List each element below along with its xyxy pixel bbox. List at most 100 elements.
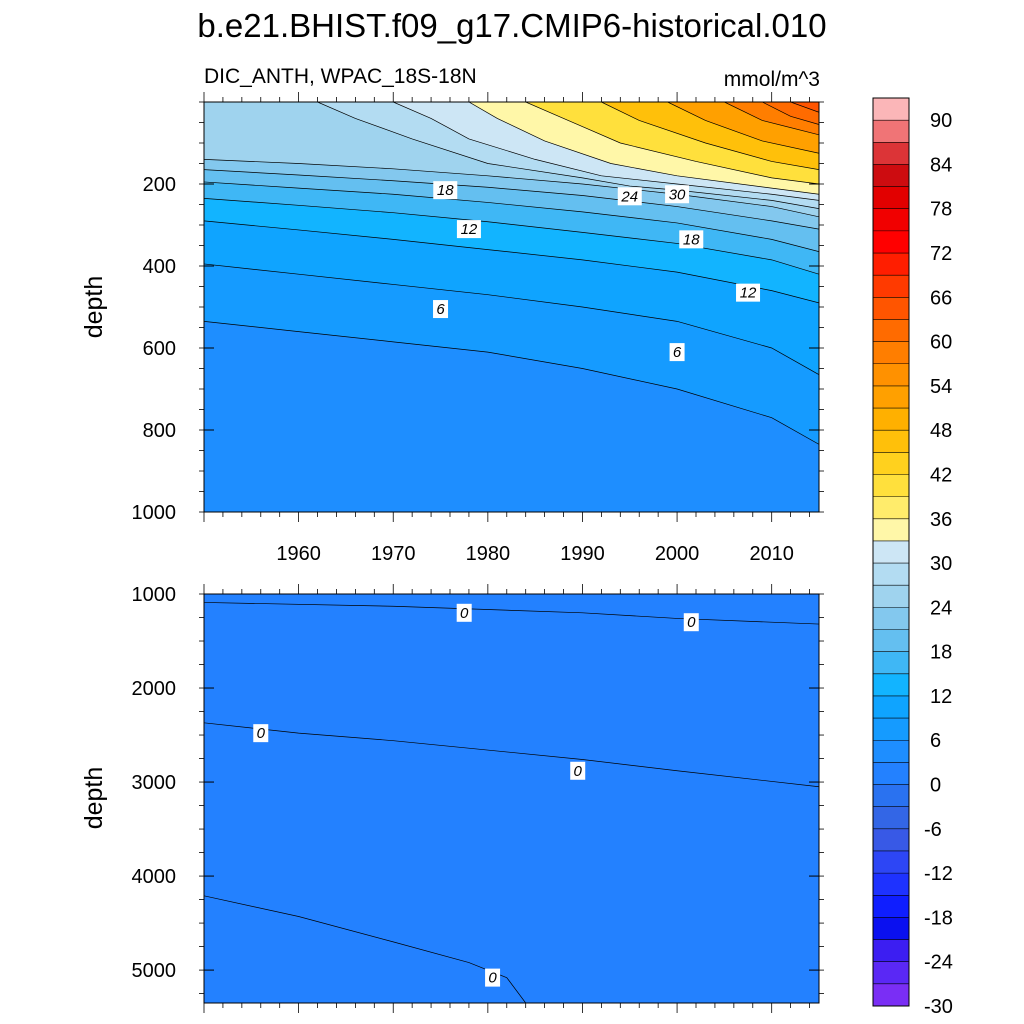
colorbar-swatch: [873, 297, 909, 320]
contour-label: 12: [461, 221, 478, 238]
contour-label: 6: [673, 344, 682, 361]
figure-title: b.e21.BHIST.f09_g17.CMIP6-historical.010: [197, 7, 826, 44]
contour-label: 6: [436, 301, 445, 318]
upper-axis-ticks: 200 400 600 800 1000 1960 1970 1980 1990 2000 2010: [132, 92, 824, 565]
contour-label-bg: [456, 220, 481, 239]
contour-label-bg: [683, 613, 699, 632]
contour-label-bg: [669, 343, 685, 362]
contour-label-bg: [736, 283, 761, 302]
variable-subtitle: DIC_ANTH, WPAC_18S-18N: [204, 65, 477, 88]
x-tick-label: 1980: [466, 543, 511, 565]
colorbar-label: 24: [930, 597, 952, 619]
colorbar-swatch: [873, 208, 909, 232]
contour-line-0-2: [204, 895, 526, 1003]
colorbar-swatch: [873, 563, 909, 586]
y-tick-label: 800: [143, 420, 176, 442]
upper-contour-lines: [204, 102, 819, 512]
colorbar-label: -12: [924, 863, 953, 885]
x-tick-label: 2000: [655, 543, 700, 565]
colorbar-swatch: [873, 939, 909, 963]
colorbar-label: 48: [930, 420, 952, 442]
colorbar-swatch: [873, 253, 909, 276]
colorbar-label: 66: [930, 287, 952, 309]
y-tick-label: 1000: [132, 502, 177, 524]
colorbar-label: 54: [930, 376, 952, 398]
colorbar-label: 36: [930, 509, 952, 531]
contour-fill-negative: [204, 895, 526, 1003]
contour-line-21: [204, 159, 819, 218]
contour-label: 12: [740, 285, 757, 302]
x-tick-label: 1990: [560, 543, 605, 565]
colorbar-label: 12: [930, 686, 952, 708]
upper-panel: 18 24 30 12 18 12 6 6 200 400 600 800 1000 1960 1970 1…: [80, 92, 824, 565]
colorbar-label: -30: [924, 996, 953, 1018]
contour-label: 24: [620, 188, 638, 205]
contour-label-bg: [433, 181, 458, 200]
colorbar-swatch: [873, 873, 909, 896]
contour-label-bg: [679, 230, 704, 249]
contour-label: 0: [460, 605, 469, 622]
contour-label: 30: [669, 186, 686, 203]
lower-y-axis-label: depth: [80, 767, 108, 830]
x-tick-label: 2010: [749, 543, 794, 565]
colorbar-swatch: [873, 363, 909, 387]
colorbar-label: -18: [924, 907, 953, 929]
colorbar-swatch: [873, 673, 909, 697]
colorbar-label: 42: [930, 464, 952, 486]
contour-line-0-1: [204, 722, 819, 788]
y-tick-label: 4000: [132, 866, 177, 888]
contour-label-bg: [433, 300, 449, 319]
y-tick-label: 3000: [132, 772, 177, 794]
contour-line-36: [525, 102, 819, 185]
colorbar-swatch: [873, 718, 909, 741]
colorbar-swatch: [873, 275, 909, 298]
colorbar-label: -24: [924, 952, 953, 974]
colorbar: 908478726660544842363024181260-6-12-18-2…: [872, 97, 953, 1018]
contour-line-27: [393, 102, 819, 201]
contour-label: 18: [437, 182, 454, 199]
colorbar-label: -6: [924, 819, 942, 841]
colorbar-label: 78: [930, 199, 952, 221]
y-tick-label: 600: [143, 338, 176, 360]
contour-label: 0: [488, 970, 497, 987]
colorbar-swatch: [873, 585, 909, 608]
contour-line-12: [204, 198, 819, 275]
lower-contour-labels: 0 0 0 0 0: [253, 603, 699, 987]
colorbar-swatch: [873, 496, 909, 520]
lower-axis-ticks: 1000 2000 3000 4000 5000: [132, 584, 824, 1013]
colorbar-swatch: [873, 629, 909, 653]
contour-label-bg: [456, 603, 472, 622]
colorbar-label: 60: [930, 332, 952, 354]
colorbar-swatch: [873, 540, 909, 564]
y-tick-label: 400: [143, 256, 176, 278]
y-tick-label: 200: [143, 174, 176, 196]
colorbar-swatch: [873, 319, 909, 343]
colorbar-swatch: [873, 651, 909, 675]
contour-fill-42: [204, 102, 819, 170]
contour-line-42: [601, 102, 819, 170]
colorbar-label: 30: [930, 553, 952, 575]
colorbar-swatch: [873, 408, 909, 431]
colorbar-swatch: [873, 385, 909, 409]
contour-label-bg: [617, 187, 642, 206]
contour-line-57: [762, 102, 819, 125]
contour-line-15: [204, 181, 819, 252]
colorbar-swatch: [873, 186, 909, 210]
colorbar-swatch: [873, 230, 909, 254]
contour-label: 0: [257, 725, 266, 742]
colorbar-swatch: [873, 164, 909, 187]
colorbar-swatch: [873, 430, 909, 453]
y-tick-label: 1000: [132, 584, 177, 606]
contour-label-bg: [665, 185, 690, 204]
contour-line-54: [724, 102, 819, 136]
lower-plot-frame: [203, 593, 820, 1004]
colorbar-swatch: [873, 695, 909, 719]
contour-fill-54: [204, 102, 819, 135]
contour-line-6: [204, 263, 819, 375]
colorbar-swatch: [873, 474, 909, 498]
colorbar-swatch: [873, 850, 909, 874]
upper-y-axis-label: depth: [80, 276, 108, 339]
colorbar-swatch: [873, 983, 909, 1007]
lower-panel: 0 0 0 0 0 1000 2000 3000 4000 5000 depth: [80, 584, 824, 1013]
colorbar-swatch: [873, 828, 909, 852]
